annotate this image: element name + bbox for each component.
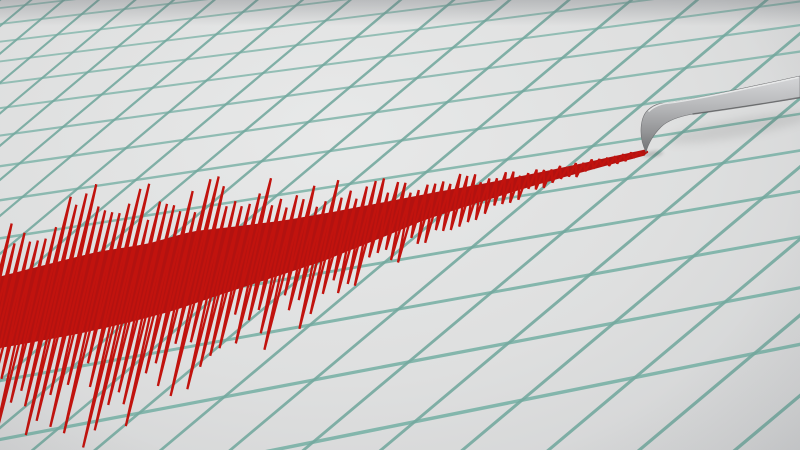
seismic-trace (0, 149, 649, 448)
pen-shadow (643, 112, 800, 158)
seismograph-pen (640, 75, 800, 153)
